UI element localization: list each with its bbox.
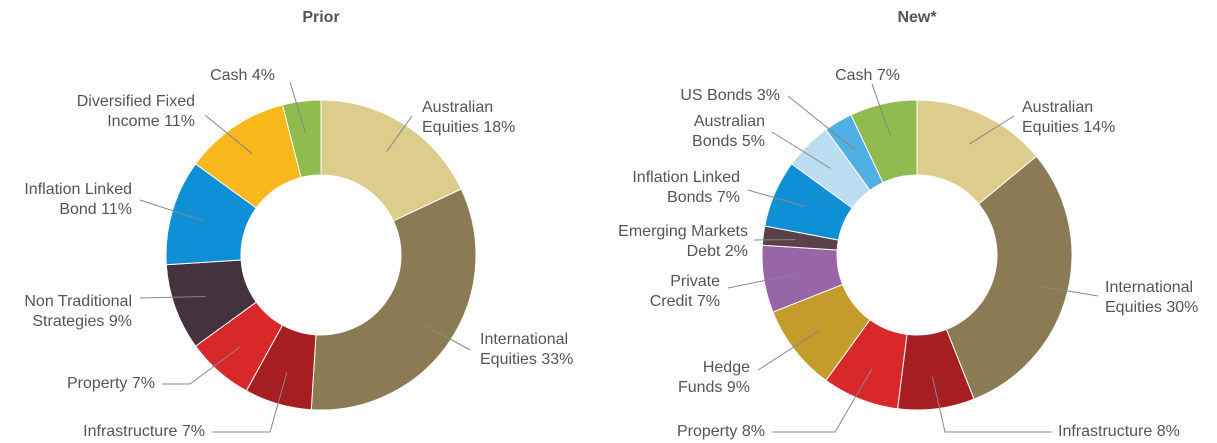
slice-label: Property 8% xyxy=(615,422,765,442)
slice-name: Diversified Fixed Income xyxy=(76,93,195,130)
slice-name: Emerging Markets Debt xyxy=(618,223,748,260)
slice-name: Cash xyxy=(210,67,248,84)
slice-name: Australian Equities xyxy=(422,99,494,136)
slice-label: Australian Bonds 5% xyxy=(675,112,765,152)
slice-value: 7% xyxy=(696,293,720,310)
slice-value: 9% xyxy=(108,313,132,330)
leader-line xyxy=(772,368,873,433)
slice-name: Property xyxy=(676,423,738,440)
slice-name: International Equities xyxy=(480,331,569,368)
slice-label: US Bonds 3% xyxy=(630,86,780,106)
leader-line xyxy=(1035,284,1099,297)
slice-name: Australian Equities xyxy=(1022,99,1094,136)
leader-line xyxy=(727,273,797,289)
leader-line xyxy=(204,114,253,155)
slice-label: Cash 4% xyxy=(125,66,275,86)
slice-label: Inflation Linked Bond 11% xyxy=(2,180,132,220)
slice-label: Australian Equities 18% xyxy=(422,98,542,138)
slice-name: Australian Bonds xyxy=(692,113,765,150)
leader-line xyxy=(139,199,204,222)
slice-label: Australian Equities 14% xyxy=(1022,98,1142,138)
slice-name: Property xyxy=(66,375,128,392)
slice-label: Property 7% xyxy=(0,374,155,394)
chart-title: New* xyxy=(897,9,937,26)
slice-label: Emerging Markets Debt 2% xyxy=(598,222,748,262)
slice-name: International Equities xyxy=(1105,279,1194,316)
donut-slice xyxy=(310,188,477,411)
slice-value: 7% xyxy=(181,423,205,440)
slice-label: Inflation Linked Bonds 7% xyxy=(610,168,740,208)
leader-line xyxy=(771,131,831,169)
slice-label: Hedge Funds 9% xyxy=(670,358,750,398)
slice-name: Private Credit xyxy=(649,273,720,310)
donut-slice xyxy=(281,99,322,179)
slice-name: Inflation Linked Bond xyxy=(24,181,132,218)
leader-line xyxy=(931,376,1052,433)
slice-value: 30% xyxy=(1166,299,1199,316)
leader-line xyxy=(162,346,241,385)
leader-line xyxy=(289,81,307,134)
slice-value: 7% xyxy=(716,189,740,206)
leader-line xyxy=(871,83,891,136)
leader-line xyxy=(787,95,855,150)
slice-label: Non Traditional Strategies 9% xyxy=(7,292,132,332)
slice-label: Private Credit 7% xyxy=(640,272,720,312)
slice-value: 8% xyxy=(1156,423,1180,440)
leader-line xyxy=(747,189,805,207)
slice-name: Infrastructure xyxy=(1058,423,1153,440)
slice-label: Infrastructure 7% xyxy=(5,422,205,442)
slice-value: 5% xyxy=(741,133,765,150)
leader-line xyxy=(757,329,821,371)
slice-value: 8% xyxy=(741,423,765,440)
slice-name: US Bonds xyxy=(680,87,753,104)
slice-value: 11% xyxy=(164,113,195,130)
slice-name: Infrastructure xyxy=(83,423,178,440)
leader-line xyxy=(386,115,413,152)
slice-value: 4% xyxy=(251,67,275,84)
leader-line xyxy=(422,323,471,351)
chart-title: Prior xyxy=(302,9,339,26)
slice-label: Infrastructure 8% xyxy=(1058,422,1208,442)
slice-value: 7% xyxy=(131,375,155,392)
donut-slice xyxy=(850,99,918,184)
slice-value: 14% xyxy=(1083,119,1116,136)
slice-value: 3% xyxy=(756,87,780,104)
leader-line xyxy=(968,115,1015,145)
slice-label: Diversified Fixed Income 11% xyxy=(55,92,195,132)
donut-slice xyxy=(945,155,1073,400)
slice-value: 33% xyxy=(541,351,574,368)
slice-label: International Equities 30% xyxy=(1105,278,1215,318)
slice-name: Cash xyxy=(835,67,873,84)
slice-value: 11% xyxy=(101,201,132,218)
leader-line xyxy=(212,372,288,433)
slice-value: 18% xyxy=(483,119,516,136)
leader-line xyxy=(139,295,206,299)
slice-label: Cash 7% xyxy=(780,66,900,86)
slice-value: 9% xyxy=(726,379,750,396)
slice-name: Hedge Funds xyxy=(677,359,750,396)
slice-name: Inflation Linked Bonds xyxy=(632,169,740,206)
slice-label: International Equities 33% xyxy=(480,330,595,370)
slice-value: 7% xyxy=(876,67,900,84)
slice-value: 2% xyxy=(724,243,748,260)
slice-name: Non Traditional Strategies xyxy=(24,293,132,330)
